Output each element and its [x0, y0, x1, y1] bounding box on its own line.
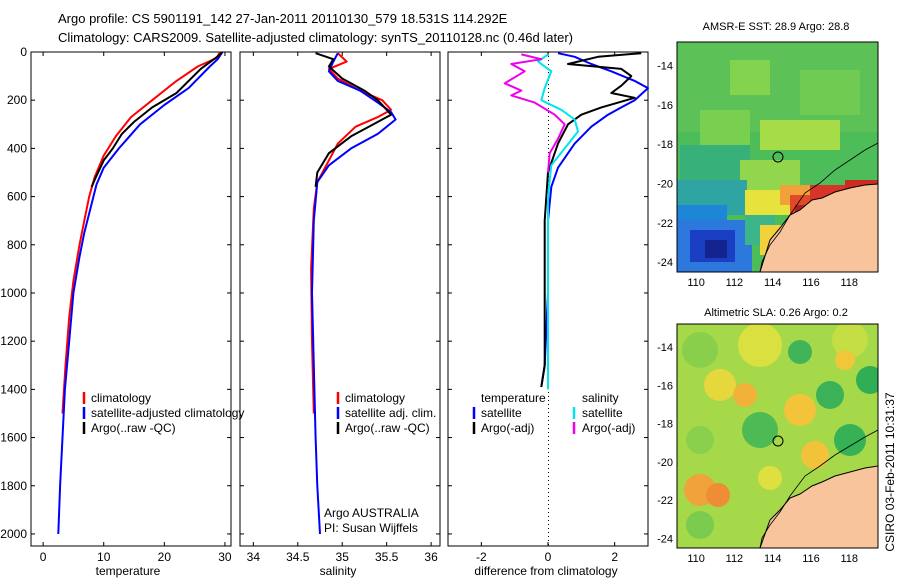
temperature-series-satellite-adjusted-climatology	[57, 51, 224, 535]
sla-y-tick-label: -14	[657, 342, 673, 354]
sla-y-tick-label: -24	[657, 533, 673, 545]
salinity-legend: climatology satellite adj. clim. Argo(..…	[336, 391, 436, 435]
sst-map-image	[677, 42, 878, 272]
legend-label-satellite: satellite adj. clim.	[345, 406, 436, 420]
sst-x-tick-label: 114	[764, 277, 782, 289]
salinity-series-argo-raw-qc	[314, 52, 393, 188]
sst-x-tick-label: 118	[841, 277, 859, 289]
legend-heading-salinity: salinity	[582, 391, 619, 405]
sla-argo-marker	[772, 435, 784, 447]
sst-x-tick-label: 112	[726, 277, 744, 289]
sst-y-tick-label: -24	[657, 257, 673, 269]
legend-label-climatology: climatology	[91, 391, 151, 405]
sla-y-tick-label: -18	[657, 419, 673, 431]
sla-x-tick-label: 110	[687, 553, 705, 565]
sla-x-tick-label: 114	[764, 553, 782, 565]
sla-map-frame	[676, 323, 879, 549]
depth-tick-label: 1000	[0, 286, 27, 300]
depth-tick-label: 1800	[0, 479, 27, 493]
legend-label-sal-argo: Argo(-adj)	[582, 421, 635, 435]
sla-x-tick-label: 112	[726, 553, 744, 565]
difference-series-temperature-argo-adj	[540, 52, 642, 388]
depth-tick-label: 1600	[0, 431, 27, 445]
legend-label-temp-satellite: satellite	[481, 406, 522, 420]
depth-tick-label: 600	[7, 190, 27, 204]
salinity-x-tick-label: 34	[247, 550, 261, 564]
legend-label-argo: Argo(..raw -QC)	[91, 421, 176, 435]
temperature-x-tick-label: 10	[97, 550, 111, 564]
salinity-axis-label: salinity	[320, 564, 357, 578]
sst-y-tick-label: -16	[657, 100, 673, 112]
temperature-x-tick-label: 20	[158, 550, 172, 564]
sla-x-tick-label: 116	[802, 553, 820, 565]
salinity-x-tick-label: 35	[336, 550, 350, 564]
sla-y-tick-label: -20	[657, 457, 673, 469]
difference-x-tick-label: 0	[545, 550, 552, 564]
depth-tick-label: 1200	[0, 334, 27, 348]
temperature-series-climatology	[61, 51, 221, 414]
temperature-x-tick-label: 0	[40, 550, 47, 564]
legend-label-climatology: climatology	[345, 391, 405, 405]
temperature-series-argo-raw-qc	[90, 51, 223, 188]
depth-tick-label: 400	[7, 141, 27, 155]
figure-title-line1: Argo profile: CS 5901191_142 27-Jan-2011…	[58, 11, 508, 26]
sst-y-tick-label: -14	[657, 61, 673, 73]
legend-label-argo: Argo(..raw -QC)	[345, 421, 430, 435]
sst-map-title: AMSR-E SST: 28.9 Argo: 28.8	[703, 21, 850, 33]
difference-series-salinity-satellite	[537, 53, 579, 390]
sst-y-tick-label: -18	[657, 139, 673, 151]
depth-tick-label: 800	[7, 238, 27, 252]
salinity-series-satellite-adj-clim	[311, 52, 397, 535]
float-pi-label: PI: Susan Wijffels	[324, 521, 418, 535]
sla-map-title: Altimetric SLA: 0.26 Argo: 0.2	[704, 307, 848, 319]
sla-map-image	[677, 324, 878, 548]
sst-map-frame	[676, 41, 879, 273]
temperature-axes	[30, 51, 232, 547]
temperature-x-tick-label: 30	[218, 550, 232, 564]
sst-argo-marker	[772, 151, 784, 163]
salinity-x-tick-label: 36	[424, 550, 438, 564]
legend-heading-temperature: temperature	[481, 391, 546, 405]
legend-label-satellite: satellite-adjusted climatology	[91, 406, 244, 420]
float-program-label: Argo AUSTRALIA	[324, 506, 419, 520]
salinity-x-tick-label: 34.5	[286, 550, 310, 564]
difference-axis-label: difference from climatology	[474, 564, 617, 578]
legend-label-temp-argo: Argo(-adj)	[481, 421, 534, 435]
sst-x-tick-label: 110	[687, 277, 705, 289]
difference-series-salinity-argo-adj	[503, 53, 566, 173]
temperature-axis-label: temperature	[96, 564, 161, 578]
salinity-series-climatology	[310, 52, 393, 414]
difference-legend: temperature satellite Argo(-adj) salinit…	[472, 391, 635, 435]
sst-y-tick-label: -20	[657, 179, 673, 191]
credit-timestamp: CSIRO 03-Feb-2011 10:31:37	[883, 392, 897, 552]
sst-x-tick-label: 116	[802, 277, 820, 289]
legend-label-sal-satellite: satellite	[582, 406, 623, 420]
sst-y-tick-label: -22	[657, 218, 673, 230]
depth-tick-label: 0	[20, 45, 27, 59]
difference-x-tick-label: 2	[611, 550, 618, 564]
depth-tick-label: 200	[7, 93, 27, 107]
depth-tick-label: 2000	[0, 527, 27, 541]
difference-x-tick-label: -2	[476, 550, 487, 564]
sla-x-tick-label: 118	[841, 553, 859, 565]
difference-series-temperature-satellite	[540, 52, 649, 388]
figure-title-line2: Climatology: CARS2009. Satellite-adjuste…	[58, 30, 573, 45]
temperature-legend: climatology satellite-adjusted climatolo…	[82, 391, 244, 435]
salinity-axes	[239, 51, 441, 547]
salinity-x-tick-label: 35.5	[375, 550, 399, 564]
sla-y-tick-label: -16	[657, 380, 673, 392]
depth-tick-label: 1400	[0, 382, 27, 396]
sla-y-tick-label: -22	[657, 495, 673, 507]
